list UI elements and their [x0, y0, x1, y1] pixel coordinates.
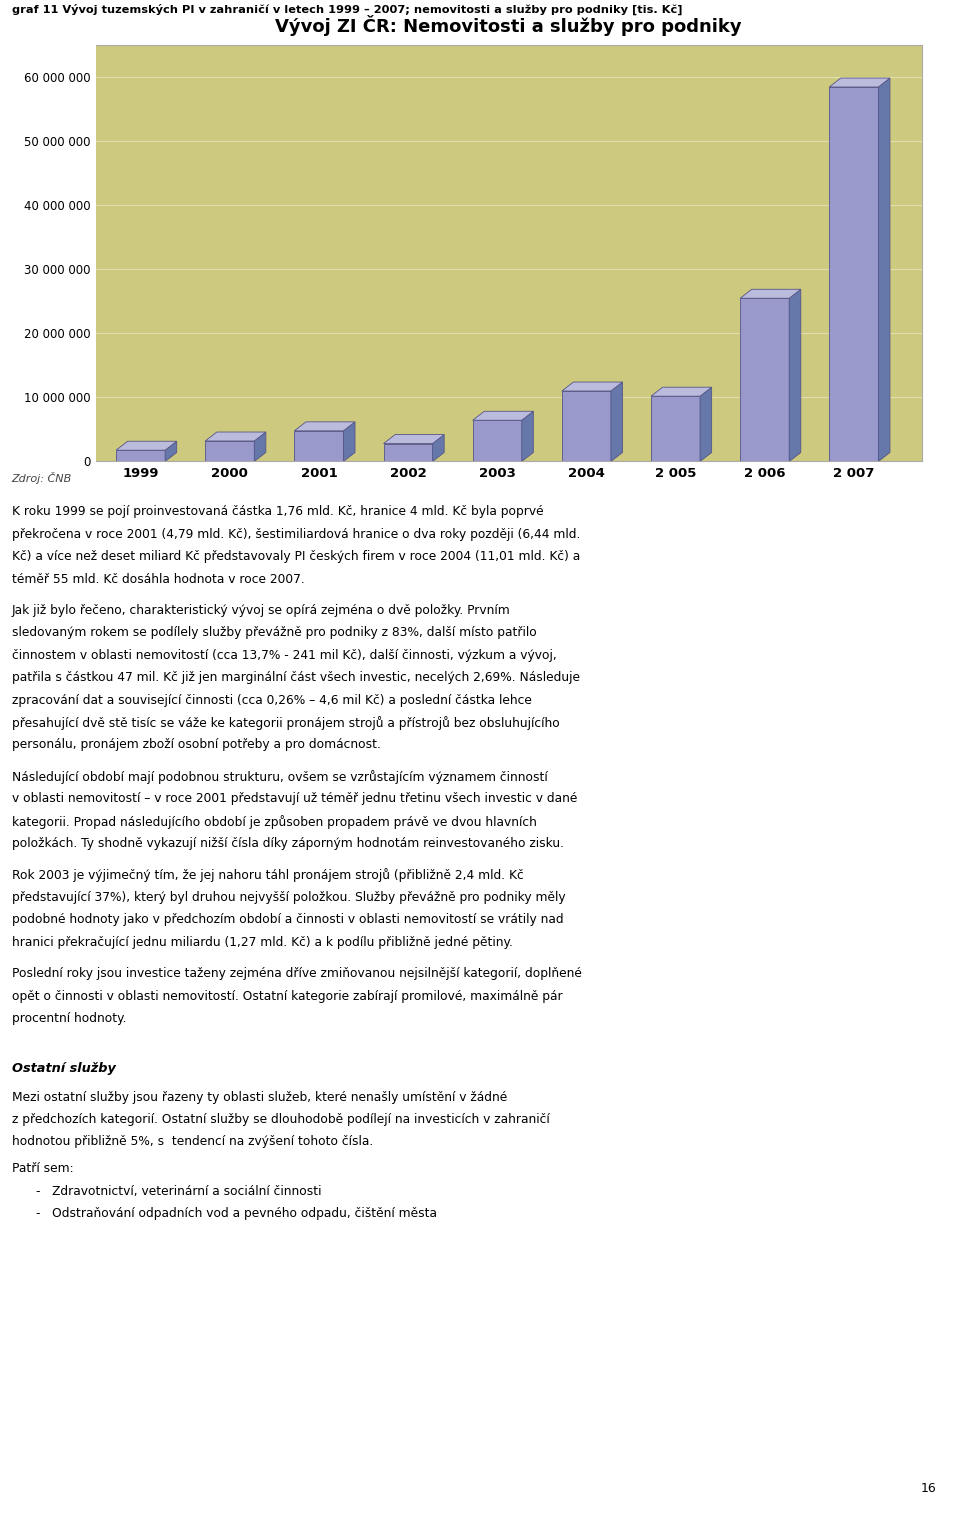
Text: Následující období mají podobnou strukturu, ovšem se vzrůstajícím významem činno: Následující období mají podobnou struktu…: [12, 770, 547, 784]
Text: K roku 1999 se pojí proinvestovaná částka 1,76 mld. Kč, hranice 4 mld. Kč byla p: K roku 1999 se pojí proinvestovaná částk…: [12, 505, 543, 519]
Bar: [740, 298, 789, 461]
Title: Vývoj ZI ČR: Nemovitosti a služby pro podniky: Vývoj ZI ČR: Nemovitosti a služby pro po…: [276, 15, 742, 35]
Bar: [562, 390, 611, 461]
Text: činnostem v oblasti nemovitostí (cca 13,7% - 241 mil Kč), další činnosti, výzkum: činnostem v oblasti nemovitostí (cca 13,…: [12, 649, 556, 661]
Polygon shape: [611, 381, 622, 461]
Text: Ostatní služby: Ostatní služby: [12, 1062, 115, 1074]
Bar: [651, 396, 700, 461]
Text: Jak již bylo řečeno, charakteristický vývoj se opírá zejména o dvě položky. Prvn: Jak již bylo řečeno, charakteristický vý…: [12, 604, 511, 617]
Polygon shape: [740, 289, 801, 298]
Polygon shape: [295, 422, 355, 431]
Polygon shape: [789, 289, 801, 461]
Text: Patří sem:: Patří sem:: [12, 1162, 73, 1176]
Text: položkách. Ty shodně vykazují nižší čísla díky záporným hodnotám reinvestovaného: položkách. Ty shodně vykazují nižší čísl…: [12, 837, 564, 850]
Text: Mezi ostatní služby jsou řazeny ty oblasti služeb, které nenašly umístění v žádn: Mezi ostatní služby jsou řazeny ty oblas…: [12, 1091, 507, 1103]
Text: z předchozích kategorií. Ostatní služby se dlouhodobě podílejí na investicích v : z předchozích kategorií. Ostatní služby …: [12, 1114, 549, 1126]
Polygon shape: [433, 434, 444, 461]
Text: procentní hodnoty.: procentní hodnoty.: [12, 1012, 126, 1024]
Text: 16: 16: [921, 1481, 936, 1495]
Bar: [829, 88, 878, 461]
Text: graf 11 Vývoj tuzemských PI v zahraničí v letech 1999 – 2007; nemovitosti a služ: graf 11 Vývoj tuzemských PI v zahraničí …: [12, 5, 682, 15]
Polygon shape: [829, 79, 890, 88]
Text: Kč) a více než deset miliard Kč představovaly PI českých firem v roce 2004 (11,0: Kč) a více než deset miliard Kč představ…: [12, 551, 580, 563]
Text: podobné hodnoty jako v předchozím období a činnosti v oblasti nemovitostí se vrá: podobné hodnoty jako v předchozím období…: [12, 914, 564, 926]
Polygon shape: [562, 381, 622, 390]
Polygon shape: [521, 412, 534, 461]
Polygon shape: [651, 387, 711, 396]
Polygon shape: [116, 442, 177, 451]
Text: hranici překračující jednu miliardu (1,27 mld. Kč) a k podílu přibližně jedné pě: hranici překračující jednu miliardu (1,2…: [12, 935, 513, 949]
Text: přesahující dvě stě tisíc se váže ke kategorii pronájem strojů a přístrojů bez o: přesahující dvě stě tisíc se váže ke kat…: [12, 716, 560, 729]
Text: kategorii. Propad následujícího období je způsoben propadem právě ve dvou hlavní: kategorii. Propad následujícího období j…: [12, 814, 537, 829]
Text: Poslední roky jsou investice taženy zejména dříve zmiňovanou nejsilnější kategor: Poslední roky jsou investice taženy zejm…: [12, 967, 582, 980]
Text: zpracování dat a související činnosti (cca 0,26% – 4,6 mil Kč) a poslední částka: zpracování dat a související činnosti (c…: [12, 693, 532, 707]
Text: Rok 2003 je výjimečný tím, že jej nahoru táhl pronájem strojů (přibližně 2,4 mld: Rok 2003 je výjimečný tím, že jej nahoru…: [12, 868, 523, 882]
Bar: [384, 443, 433, 461]
Text: v oblasti nemovitostí – v roce 2001 představují už téměř jednu třetinu všech inv: v oblasti nemovitostí – v roce 2001 před…: [12, 793, 577, 805]
Text: představující 37%), který byl druhou nejvyšší položkou. Služby převážně pro podn: představující 37%), který byl druhou nej…: [12, 891, 565, 903]
Text: překročena v roce 2001 (4,79 mld. Kč), šestimiliardová hranice o dva roky pozděj: překročena v roce 2001 (4,79 mld. Kč), š…: [12, 528, 580, 540]
Polygon shape: [344, 422, 355, 461]
Polygon shape: [700, 387, 711, 461]
Text: opět o činnosti v oblasti nemovitostí. Ostatní kategorie zabírají promilové, max: opět o činnosti v oblasti nemovitostí. O…: [12, 990, 563, 1003]
Text: personálu, pronájem zboží osobní potřeby a pro domácnost.: personálu, pronájem zboží osobní potřeby…: [12, 738, 380, 752]
Polygon shape: [878, 79, 890, 461]
Bar: [295, 431, 344, 461]
Text: sledovaným rokem se podílely služby převážně pro podniky z 83%, další místo patř: sledovaným rokem se podílely služby přev…: [12, 626, 537, 640]
Polygon shape: [205, 433, 266, 440]
Polygon shape: [254, 433, 266, 461]
Bar: [205, 440, 254, 461]
Text: -   Odstraňování odpadních vod a pevného odpadu, čištění města: - Odstraňování odpadních vod a pevného o…: [36, 1207, 437, 1219]
Polygon shape: [472, 412, 534, 421]
Text: téměř 55 mld. Kč dosáhla hodnota v roce 2007.: téměř 55 mld. Kč dosáhla hodnota v roce …: [12, 572, 304, 586]
Text: patřila s částkou 47 mil. Kč již jen marginální část všech investic, necelých 2,: patřila s částkou 47 mil. Kč již jen mar…: [12, 672, 580, 684]
Text: -   Zdravotnictví, veterinární a sociální činnosti: - Zdravotnictví, veterinární a sociální …: [36, 1185, 321, 1198]
Text: hodnotou přibližně 5%, s  tendencí na zvýšení tohoto čísla.: hodnotou přibližně 5%, s tendencí na zvý…: [12, 1135, 372, 1148]
Polygon shape: [384, 434, 444, 443]
Bar: [472, 421, 521, 461]
Text: Zdroj: ČNB: Zdroj: ČNB: [12, 472, 72, 484]
Bar: [116, 451, 165, 461]
Polygon shape: [165, 442, 177, 461]
